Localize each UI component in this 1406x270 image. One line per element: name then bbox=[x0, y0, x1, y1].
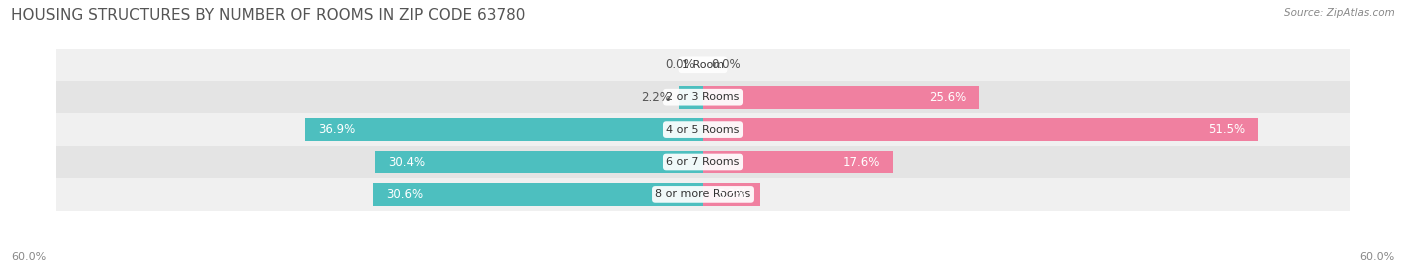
Text: 60.0%: 60.0% bbox=[11, 252, 46, 262]
Bar bbox=[703, 151, 893, 173]
Bar bbox=[56, 146, 1350, 178]
Text: 0.0%: 0.0% bbox=[711, 58, 741, 71]
Bar bbox=[375, 151, 703, 173]
Bar bbox=[679, 86, 703, 109]
Text: 2.2%: 2.2% bbox=[641, 91, 671, 104]
Text: 25.6%: 25.6% bbox=[929, 91, 966, 104]
Text: 8 or more Rooms: 8 or more Rooms bbox=[655, 189, 751, 200]
Text: 36.9%: 36.9% bbox=[318, 123, 356, 136]
Text: 1 Room: 1 Room bbox=[682, 60, 724, 70]
Text: 60.0%: 60.0% bbox=[1360, 252, 1395, 262]
Text: 17.6%: 17.6% bbox=[842, 156, 880, 168]
Bar bbox=[305, 118, 703, 141]
Text: 2 or 3 Rooms: 2 or 3 Rooms bbox=[666, 92, 740, 102]
Bar bbox=[56, 178, 1350, 211]
Bar bbox=[56, 81, 1350, 113]
Bar bbox=[703, 86, 979, 109]
Text: 30.6%: 30.6% bbox=[387, 188, 423, 201]
Text: 30.4%: 30.4% bbox=[388, 156, 426, 168]
Bar bbox=[56, 113, 1350, 146]
Text: 5.3%: 5.3% bbox=[717, 188, 747, 201]
Text: 4 or 5 Rooms: 4 or 5 Rooms bbox=[666, 124, 740, 135]
Bar bbox=[703, 183, 761, 206]
Text: 0.0%: 0.0% bbox=[665, 58, 695, 71]
Bar bbox=[373, 183, 703, 206]
Text: HOUSING STRUCTURES BY NUMBER OF ROOMS IN ZIP CODE 63780: HOUSING STRUCTURES BY NUMBER OF ROOMS IN… bbox=[11, 8, 526, 23]
Legend: Owner-occupied, Renter-occupied: Owner-occupied, Renter-occupied bbox=[572, 266, 834, 270]
Text: 51.5%: 51.5% bbox=[1208, 123, 1246, 136]
Bar bbox=[703, 118, 1258, 141]
Bar bbox=[56, 49, 1350, 81]
Text: Source: ZipAtlas.com: Source: ZipAtlas.com bbox=[1284, 8, 1395, 18]
Text: 6 or 7 Rooms: 6 or 7 Rooms bbox=[666, 157, 740, 167]
